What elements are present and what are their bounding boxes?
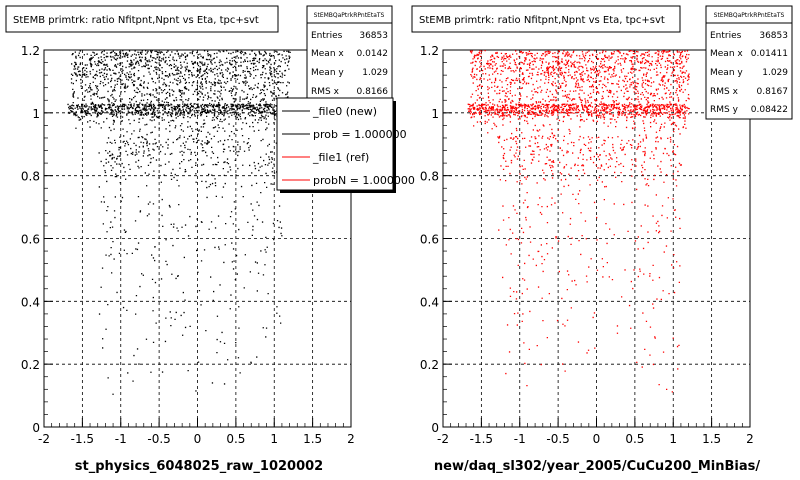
y-tick-label: 0.8	[21, 170, 40, 184]
y-tick-label: 0.2	[420, 358, 439, 372]
left-stats-value-meany: 1.029	[362, 68, 388, 78]
right-stats-label-rmsy: RMS y	[710, 105, 739, 115]
y-tick-label: 0.4	[21, 295, 40, 309]
x-tick-label: 2	[347, 432, 355, 446]
x-tick-label: 0	[194, 432, 202, 446]
left-stats-label-meanx: Mean x	[311, 49, 344, 59]
left-x-label: st_physics_6048025_raw_1020002	[75, 459, 323, 474]
left-panel: StEMB primtrk: ratio Nfitpnt,Npnt vs Eta…	[5, 5, 415, 474]
right-panel: StEMB primtrk: ratio Nfitpnt,Npnt vs Eta…	[411, 5, 793, 474]
x-tick-label: 2	[746, 432, 754, 446]
x-tick-label: -2	[437, 432, 449, 446]
right-stats-value-meany: 1.029	[762, 68, 788, 78]
left-stats-label-rmsx: RMS x	[311, 87, 340, 97]
x-tick-label: 0.5	[625, 432, 644, 446]
left-stats-label-meany: Mean y	[311, 68, 344, 78]
x-tick-label: 1.5	[303, 432, 322, 446]
right-stats-box: StEMBQaPtrkRPntEtaTS Entries 36853 Mean …	[705, 5, 793, 120]
left-stats-value-rmsx: 0.8166	[357, 87, 389, 97]
y-tick-label: 0	[32, 421, 40, 435]
right-stats-label-meany: Mean y	[710, 68, 743, 78]
legend-frame	[276, 97, 394, 191]
x-tick-label: -1	[115, 432, 127, 446]
right-stats-label-rmsx: RMS x	[710, 87, 739, 97]
right-stats-header: StEMBQaPtrkRPntEtaTS	[714, 12, 785, 19]
left-title: StEMB primtrk: ratio Nfitpnt,Npnt vs Eta…	[13, 15, 259, 26]
right-stats-frame	[705, 5, 793, 120]
left-tick-marks	[43, 49, 352, 428]
y-tick-label: 1.2	[420, 44, 439, 58]
right-stats-value-meanx: 0.01411	[751, 49, 788, 59]
right-stats-label-entries: Entries	[710, 31, 742, 41]
y-tick-label: 0.6	[420, 233, 439, 247]
y-tick-label: 0.6	[21, 233, 40, 247]
right-stats-value-entries: 36853	[759, 31, 788, 41]
scatter-point-cloud	[67, 50, 291, 395]
right-title: StEMB primtrk: ratio Nfitpnt,Npnt vs Eta…	[419, 15, 665, 26]
y-tick-label: 0	[431, 421, 439, 435]
right-title-box	[411, 5, 681, 33]
left-stats-box: StEMBQaPtrkRPntEtaTS Entries 36853 Mean …	[306, 5, 393, 103]
x-tick-label: 0.5	[226, 432, 245, 446]
y-tick-label: 1	[431, 107, 439, 121]
right-x-label: new/daq_sl302/year_2005/CuCu200_MinBias/	[434, 459, 760, 474]
x-tick-label: 1	[270, 432, 278, 446]
y-tick-label: 0.8	[420, 170, 439, 184]
y-tick-label: 1.2	[21, 44, 40, 58]
right-stats-label-meanx: Mean x	[710, 49, 743, 59]
y-tick-label: 1	[32, 107, 40, 121]
left-stats-header: StEMBQaPtrkRPntEtaTS	[314, 12, 385, 19]
right-stats-value-rmsy: 0.08422	[751, 105, 788, 115]
x-tick-label: 0	[593, 432, 601, 446]
right-tick-marks	[442, 49, 751, 428]
left-stats-value-meanx: 0.0142	[357, 49, 389, 59]
left-legend: _file0 (new) prob = 1.000000 _file1 (ref…	[276, 97, 415, 193]
left-stats-label-entries: Entries	[311, 31, 343, 41]
x-tick-label: -2	[38, 432, 50, 446]
legend-label-file1: _file1 (ref)	[312, 151, 369, 164]
left-tick-labels: -2 -1.5 -1 -0.5 0 0.5 1 1.5 2 0 0.2 0.4 0.6 0.8 1 1.2	[21, 44, 355, 446]
x-tick-label: 1.5	[702, 432, 721, 446]
legend-label-prob: prob = 1.000000	[313, 128, 407, 141]
x-tick-label: -0.5	[147, 432, 170, 446]
left-title-box	[5, 5, 279, 33]
x-tick-label: -1	[514, 432, 526, 446]
left-stats-frame	[306, 5, 393, 103]
x-tick-label: -1.5	[71, 432, 94, 446]
right-tick-labels: -2 -1.5 -1 -0.5 0 0.5 1 1.5 2 0 0.2 0.4 0.6 0.8 1 1.2	[420, 44, 754, 446]
left-scatter-points	[67, 50, 291, 395]
x-tick-label: 1	[669, 432, 677, 446]
legend-label-file0: _file0 (new)	[312, 105, 377, 118]
legend-label-probn: probN = 1.000000	[313, 174, 415, 187]
x-tick-label: -1.5	[470, 432, 493, 446]
y-tick-label: 0.4	[420, 295, 439, 309]
left-stats-value-entries: 36853	[359, 31, 388, 41]
x-tick-label: -0.5	[546, 432, 569, 446]
y-tick-label: 0.2	[21, 358, 40, 372]
right-stats-value-rmsx: 0.8167	[757, 87, 789, 97]
